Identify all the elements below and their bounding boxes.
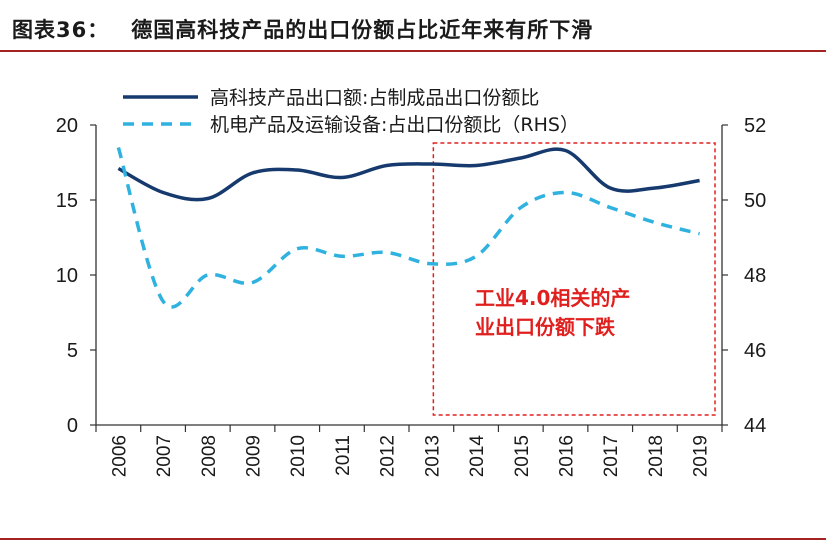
right-tick-label: 46 (744, 340, 766, 362)
series-line-primary (117, 147, 700, 202)
x-tick-label: 2014 (467, 435, 488, 478)
series-line-secondary (116, 147, 701, 309)
x-tick-label: 2008 (199, 435, 220, 477)
bottom-rule (0, 538, 826, 540)
x-tick-label: 2018 (646, 435, 667, 477)
right-tick-label: 50 (744, 190, 766, 212)
x-tick-label: 2016 (557, 435, 578, 477)
x-tick-label: 2015 (512, 435, 533, 477)
right-tick-label: 48 (744, 265, 766, 287)
annotation-line-2: 业出口份额下跌 (475, 315, 616, 339)
right-tick-label: 44 (744, 415, 766, 437)
left-tick-label: 20 (56, 115, 78, 137)
series-layer (116, 147, 701, 309)
left-tick-label: 15 (56, 190, 78, 212)
x-tick-label: 2009 (244, 435, 265, 477)
x-tick-label: 2017 (601, 435, 622, 477)
figure-title: 图表36： 德国高科技产品的出口份额占比近年来有所下滑 (12, 14, 593, 44)
legend: 高科技产品出口额:占制成品出口份额比 机电产品及运输设备:占出口份额比（RHS） (123, 87, 579, 136)
x-tick-label: 2011 (333, 435, 354, 476)
annotation-line-1: 工业4.0相关的产 (475, 286, 630, 310)
highlight-box-layer (432, 142, 716, 416)
figure-number: 图表36： (12, 18, 110, 42)
highlight-box (432, 142, 716, 416)
title-rule (0, 50, 826, 52)
left-tick-label: 0 (67, 415, 78, 437)
legend-label-secondary: 机电产品及运输设备:占出口份额比（RHS） (210, 114, 579, 136)
left-tick-label: 5 (67, 340, 78, 362)
x-tick-label: 2010 (288, 435, 309, 477)
figure-title-text: 德国高科技产品的出口份额占比近年来有所下滑 (131, 18, 594, 42)
legend-label-primary: 高科技产品出口额:占制成品出口份额比 (210, 87, 539, 109)
annotation: 工业4.0相关的产 业出口份额下跌 (475, 286, 630, 339)
right-tick-label: 52 (744, 115, 766, 137)
x-tick-label: 2019 (691, 435, 712, 477)
x-tick-label: 2013 (422, 435, 443, 477)
x-tick-label: 2012 (378, 435, 399, 477)
x-tick-label: 2007 (154, 435, 175, 477)
chart-axes: 0 5 10 15 20 44 46 48 50 52 2006 2007 2008 2009 2010 20… (56, 115, 767, 477)
left-tick-label: 10 (56, 265, 78, 287)
x-tick-label: 2006 (109, 435, 130, 477)
